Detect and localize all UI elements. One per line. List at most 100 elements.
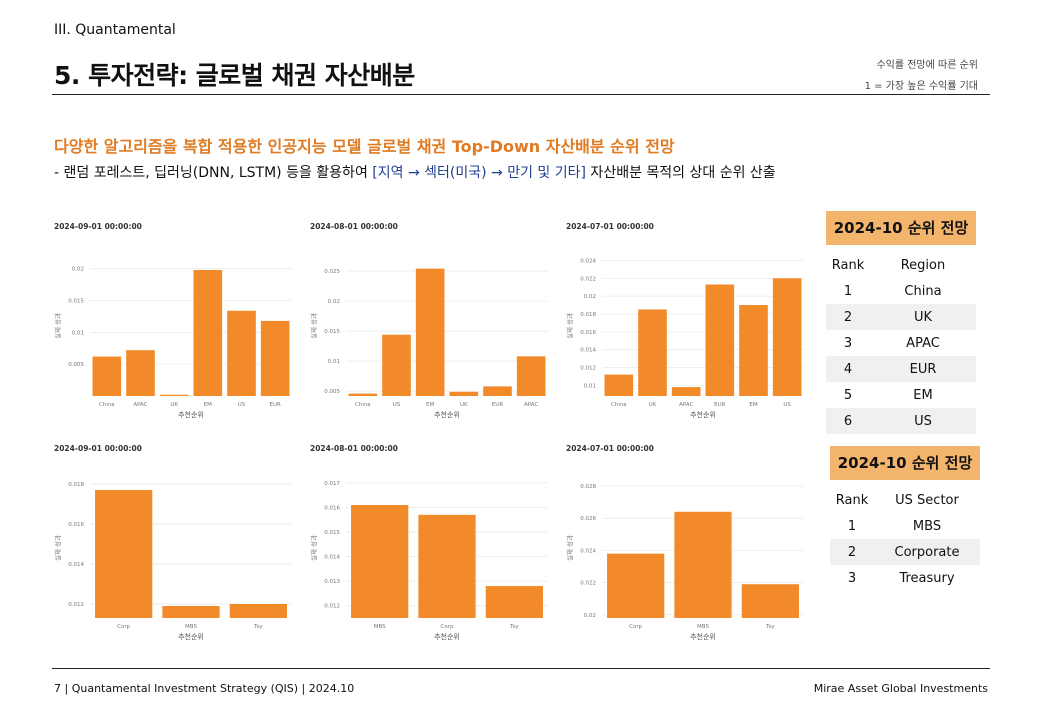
bar — [674, 511, 732, 618]
y-tick-label: 0.015 — [324, 329, 340, 335]
description: - 랜덤 포레스트, 딥러닝(DNN, LSTM) 등을 활용하여 [지역 → … — [54, 162, 776, 182]
rank-column-header: Rank — [826, 252, 870, 278]
x-tick-label: APAC — [133, 402, 147, 408]
y-tick-label: 0.017 — [324, 481, 340, 487]
y-tick-label: 0.022 — [580, 581, 596, 587]
footer-left: 7 | Quantamental Investment Strategy (QI… — [54, 682, 355, 695]
x-tick-label: Corp — [117, 624, 130, 630]
bar — [449, 391, 479, 396]
y-tick-label: 0.024 — [580, 258, 596, 264]
table-row: 2 Corporate — [830, 539, 980, 565]
sector-panel-header: 2024-10 순위 전망 — [830, 446, 980, 480]
table-row: 6 US — [826, 408, 976, 434]
x-tick-label: EM — [426, 402, 434, 408]
sector-rank-table: Rank US Sector 1 MBS 2 Corporate 3 Treasury — [830, 487, 980, 591]
x-axis-label: 추천순위 — [434, 632, 460, 641]
x-tick-label: EUR — [492, 402, 504, 408]
y-tick-label: 0.016 — [580, 330, 596, 336]
region-column-header: Region — [870, 252, 976, 278]
y-tick-label: 0.02 — [584, 613, 596, 619]
region-cell: APAC — [870, 330, 976, 356]
table-row: 2 UK — [826, 304, 976, 330]
bar — [418, 514, 476, 618]
x-tick-label: EM — [204, 402, 212, 408]
y-tick-label: 0.024 — [580, 548, 596, 554]
region-panel-header: 2024-10 순위 전망 — [826, 211, 976, 245]
sector-column-header: US Sector — [874, 487, 980, 513]
y-axis-label: 실제 성과 — [309, 313, 318, 339]
region-chart-2024-09: 2024-09-01 00:00:00 0.005 0.01 0.015 0.02 Chi… — [52, 218, 302, 428]
y-tick-label: 0.015 — [324, 530, 340, 536]
x-tick-label: Tsy — [509, 624, 519, 630]
table-row: 5 EM — [826, 382, 976, 408]
y-tick-label: 0.014 — [580, 348, 596, 354]
x-tick-label: Tsy — [765, 624, 775, 630]
rank-cell: 6 — [826, 408, 870, 434]
region-chart-2024-07: 2024-07-01 00:00:00 0.01 0.012 0.014 0.016 0.… — [564, 218, 814, 428]
y-tick-label: 0.01 — [584, 383, 596, 389]
bar — [193, 270, 223, 396]
chart-title: 2024-08-01 00:00:00 — [310, 222, 398, 231]
rank-cell: 3 — [826, 330, 870, 356]
bar-chart-svg: 2024-08-01 00:00:00 0.012 0.013 0.014 0.015 0… — [309, 444, 548, 641]
y-tick-label: 0.025 — [324, 269, 340, 275]
bar — [159, 394, 189, 396]
ranking-note-line2: 1 = 가장 높은 수익률 기대 — [864, 81, 978, 92]
y-tick-label: 0.018 — [580, 312, 596, 318]
y-tick-label: 0.005 — [324, 389, 340, 395]
chart-title: 2024-08-01 00:00:00 — [310, 444, 398, 453]
x-tick-label: UK — [170, 402, 178, 408]
y-tick-label: 0.012 — [580, 365, 596, 371]
sector-chart-2024-09: 2024-09-01 00:00:00 0.012 0.014 0.016 0.018 C… — [52, 440, 302, 650]
bar — [516, 356, 546, 396]
x-axis-label: 추천순위 — [690, 410, 716, 419]
bar — [162, 606, 220, 618]
rank-cell: 4 — [826, 356, 870, 382]
sector-cell: Corporate — [874, 539, 980, 565]
y-axis-label: 실제 성과 — [565, 313, 574, 339]
bar — [351, 505, 409, 618]
rank-cell: 2 — [826, 304, 870, 330]
x-tick-label: EM — [749, 402, 757, 408]
x-tick-label: APAC — [524, 402, 538, 408]
region-chart-2024-08: 2024-08-01 00:00:00 0.005 0.01 0.015 0.02 0.0… — [308, 218, 558, 428]
footer-divider — [52, 668, 990, 669]
section-subtitle: 다양한 알고리즘을 복합 적용한 인공지능 모델 글로벌 채권 Top-Down… — [54, 137, 675, 156]
x-axis-label: 추천순위 — [178, 410, 204, 419]
bar — [772, 278, 802, 396]
x-tick-label: MBS — [697, 624, 709, 630]
bar — [671, 387, 701, 396]
header-divider — [52, 94, 990, 95]
bar-chart-svg: 2024-08-01 00:00:00 0.005 0.01 0.015 0.02 0.0… — [309, 222, 548, 419]
x-tick-label: MBS — [374, 624, 386, 630]
y-tick-label: 0.02 — [328, 299, 340, 305]
bar — [126, 350, 155, 396]
chart-title: 2024-09-01 00:00:00 — [54, 222, 142, 231]
x-tick-label: APAC — [679, 402, 693, 408]
bar — [227, 310, 256, 396]
x-tick-label: UK — [460, 402, 468, 408]
region-cell: China — [870, 278, 976, 304]
footer-right: Mirae Asset Global Investments — [813, 682, 988, 695]
rank-column-header: Rank — [830, 487, 874, 513]
ranking-note-line1: 수익률 전망에 따른 순위 — [876, 60, 978, 71]
x-tick-label: UK — [649, 402, 657, 408]
x-tick-label: China — [611, 402, 627, 408]
section-label: III. Quantamental — [54, 22, 176, 38]
region-cell: EM — [870, 382, 976, 408]
y-tick-label: 0.005 — [68, 362, 84, 368]
x-tick-label: Corp — [441, 624, 454, 630]
bar — [415, 268, 445, 396]
bar — [229, 604, 287, 618]
y-tick-label: 0.014 — [68, 562, 84, 568]
sector-cell: Treasury — [874, 565, 980, 591]
bar — [739, 305, 768, 396]
sector-cell: MBS — [874, 513, 980, 539]
y-tick-label: 0.02 — [584, 294, 596, 300]
rank-cell: 2 — [830, 539, 874, 565]
y-tick-label: 0.016 — [324, 505, 340, 511]
x-tick-label: Corp — [629, 624, 642, 630]
rank-cell: 1 — [830, 513, 874, 539]
bar — [741, 584, 799, 618]
